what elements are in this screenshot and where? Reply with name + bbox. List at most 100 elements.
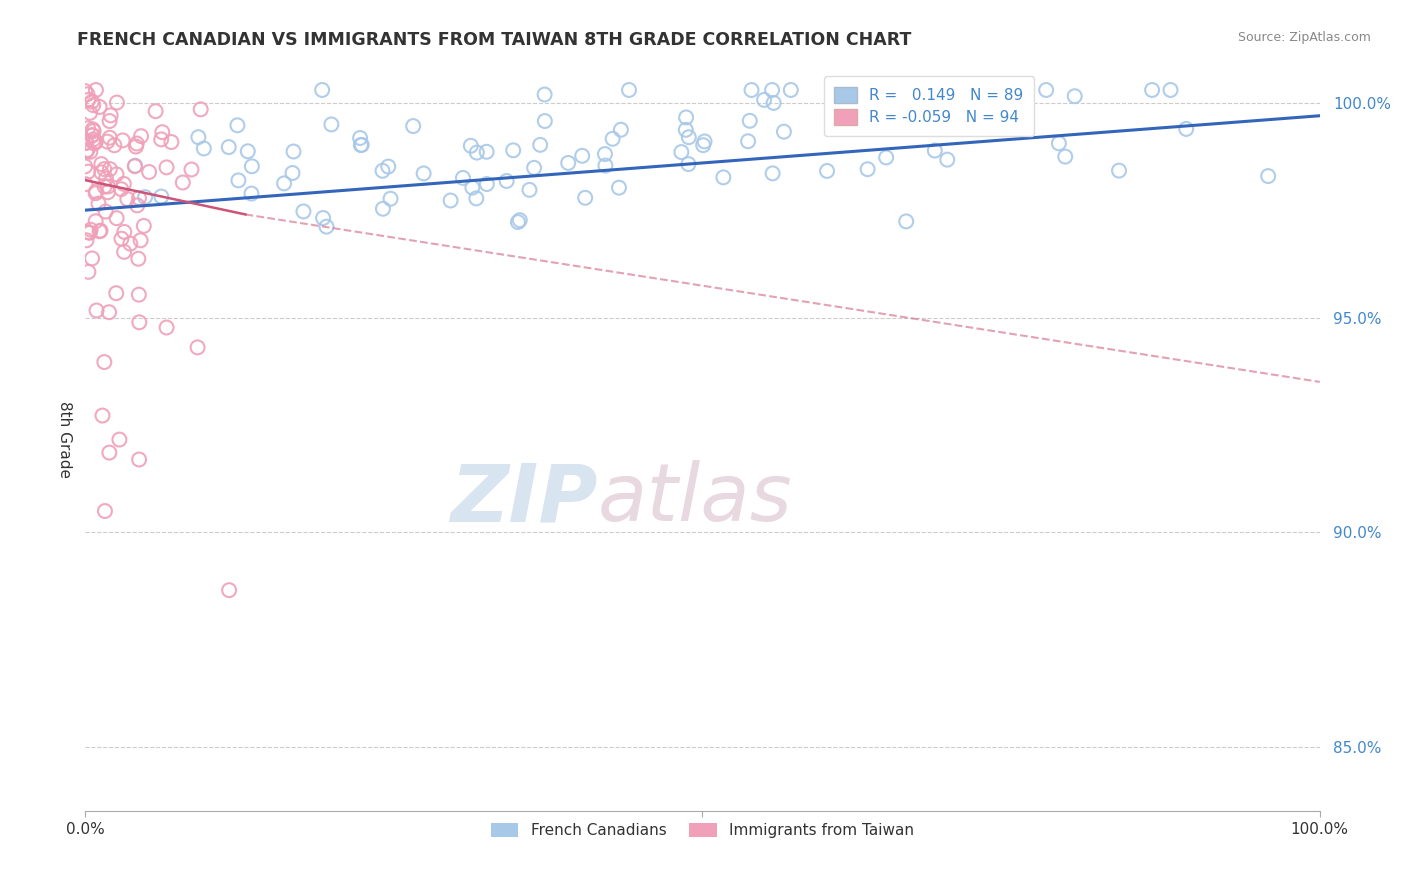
Point <box>76 143 98 157</box>
Point <box>77 225 100 239</box>
Point <box>77 164 100 178</box>
Point <box>571 149 593 163</box>
Point <box>138 165 160 179</box>
Point <box>523 161 546 175</box>
Point <box>160 135 183 149</box>
Point <box>762 95 785 110</box>
Point <box>607 180 630 194</box>
Point <box>128 315 150 329</box>
Point <box>150 189 173 203</box>
Point <box>90 165 112 179</box>
Point <box>292 204 315 219</box>
Point <box>132 219 155 233</box>
Point <box>134 190 156 204</box>
Point <box>460 138 482 153</box>
Point <box>741 83 763 97</box>
Point <box>112 225 135 239</box>
Point <box>924 144 946 158</box>
Point <box>128 191 150 205</box>
Point <box>98 114 121 128</box>
Point <box>610 122 633 136</box>
Point <box>1175 122 1198 136</box>
Point <box>82 128 104 142</box>
Point <box>87 196 110 211</box>
Point <box>98 130 121 145</box>
Point <box>856 162 879 177</box>
Point <box>105 95 128 110</box>
Point <box>93 162 115 177</box>
Point <box>82 132 104 146</box>
Point <box>105 286 128 301</box>
Point <box>75 136 97 150</box>
Point <box>75 177 97 191</box>
Point <box>671 145 693 159</box>
Point <box>529 137 551 152</box>
Point <box>896 214 918 228</box>
Point <box>240 186 263 201</box>
Point <box>1063 89 1085 103</box>
Point <box>875 151 897 165</box>
Point <box>371 163 394 178</box>
Point <box>180 162 202 177</box>
Point <box>519 183 541 197</box>
Point <box>150 132 173 146</box>
Point <box>89 224 111 238</box>
Point <box>79 145 101 159</box>
Point <box>451 170 474 185</box>
Point <box>193 141 215 155</box>
Point <box>693 135 716 149</box>
Point <box>84 214 107 228</box>
Point <box>105 167 128 181</box>
Point <box>94 204 117 219</box>
Point <box>77 121 100 136</box>
Point <box>380 192 402 206</box>
Point <box>89 224 111 238</box>
Point <box>773 125 796 139</box>
Point <box>475 177 498 191</box>
Point <box>465 191 488 205</box>
Point <box>77 93 100 107</box>
Point <box>187 130 209 145</box>
Point <box>377 160 399 174</box>
Text: Source: ZipAtlas.com: Source: ZipAtlas.com <box>1237 31 1371 45</box>
Point <box>1035 83 1057 97</box>
Point <box>112 244 135 259</box>
Point <box>226 118 249 132</box>
Point <box>129 233 152 247</box>
Point <box>75 136 97 150</box>
Point <box>675 123 697 137</box>
Point <box>502 143 524 157</box>
Point <box>350 138 373 153</box>
Point <box>439 194 461 208</box>
Point <box>120 236 142 251</box>
Point <box>678 130 700 145</box>
Point <box>127 198 149 212</box>
Point <box>972 103 994 117</box>
Point <box>533 87 555 102</box>
Point <box>1257 169 1279 183</box>
Point <box>190 103 212 117</box>
Point <box>506 215 529 229</box>
Point <box>97 186 120 200</box>
Point <box>218 583 240 598</box>
Point <box>97 179 120 194</box>
Point <box>75 84 97 98</box>
Point <box>100 108 122 122</box>
Point <box>94 504 117 518</box>
Point <box>678 157 700 171</box>
Point <box>737 134 759 148</box>
Point <box>371 202 394 216</box>
Point <box>110 182 132 196</box>
Point <box>155 320 177 334</box>
Point <box>1047 136 1070 151</box>
Point <box>89 100 111 114</box>
Point <box>145 104 167 119</box>
Point <box>762 166 785 180</box>
Point <box>312 211 335 225</box>
Point <box>1108 163 1130 178</box>
Point <box>752 93 775 107</box>
Point <box>349 131 371 145</box>
Point <box>574 191 596 205</box>
Point <box>93 355 115 369</box>
Point <box>962 112 984 126</box>
